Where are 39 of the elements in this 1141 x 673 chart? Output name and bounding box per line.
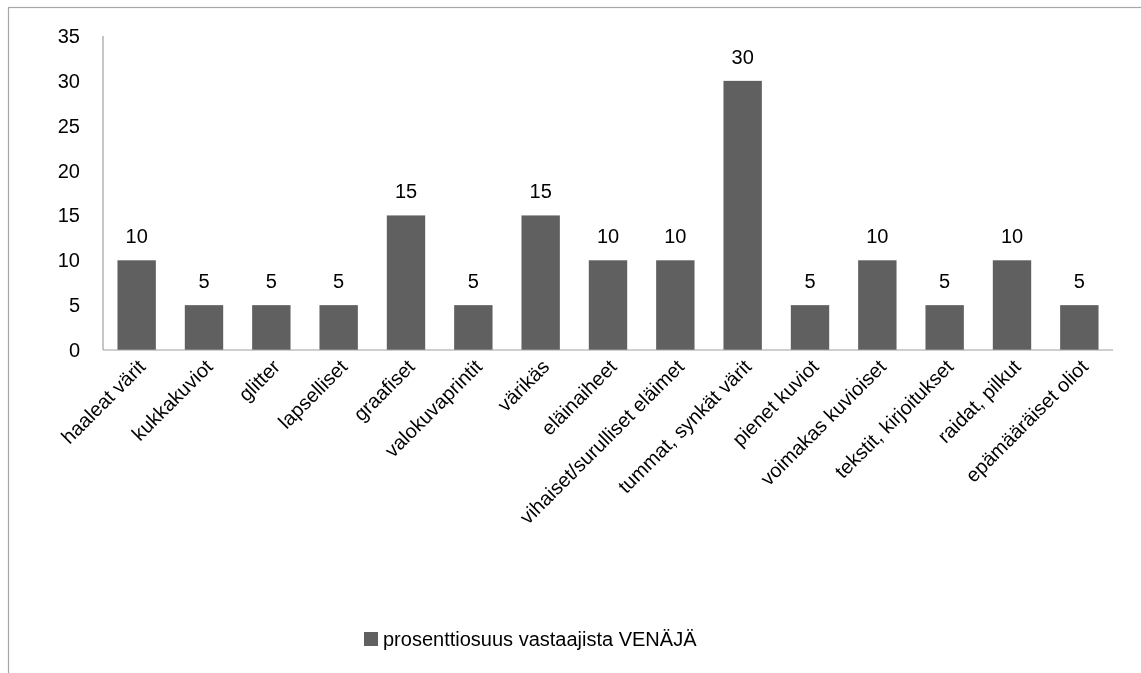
bar xyxy=(588,260,628,350)
data-label: 5 xyxy=(1073,270,1085,293)
data-label: 15 xyxy=(529,180,552,203)
bar xyxy=(925,305,964,350)
data-label: 10 xyxy=(664,225,687,248)
bar xyxy=(252,305,291,350)
bar xyxy=(454,305,493,350)
y-tick-label: 0 xyxy=(68,339,80,361)
data-label: 5 xyxy=(804,270,816,293)
bar xyxy=(521,215,560,350)
data-label: 5 xyxy=(333,270,345,293)
bar xyxy=(858,260,897,350)
bar xyxy=(386,215,426,350)
y-tick-label: 5 xyxy=(68,294,80,317)
bar xyxy=(790,305,830,350)
data-label: 5 xyxy=(467,270,479,293)
y-tick-label: 15 xyxy=(57,204,80,227)
bar xyxy=(1060,305,1099,350)
y-tick-label: 20 xyxy=(57,159,80,182)
data-label: 5 xyxy=(265,270,277,293)
bar xyxy=(723,80,762,350)
bar xyxy=(117,260,156,350)
bar xyxy=(656,260,695,350)
y-tick-label: 30 xyxy=(57,69,80,92)
y-tick-label: 35 xyxy=(57,25,80,47)
data-label: 15 xyxy=(394,180,418,203)
data-label: 10 xyxy=(1000,225,1024,248)
data-label: 5 xyxy=(939,270,951,293)
bar xyxy=(319,305,358,350)
data-label: 30 xyxy=(731,45,754,68)
data-label: 5 xyxy=(198,270,210,293)
bar xyxy=(992,260,1032,350)
data-label: 10 xyxy=(125,225,148,248)
legend-label: prosenttiosuus vastaajista VENÄJÄ xyxy=(383,628,698,650)
data-label: 10 xyxy=(866,225,889,248)
y-tick-label: 10 xyxy=(57,249,80,272)
bar xyxy=(184,305,224,350)
y-tick-label: 25 xyxy=(57,114,80,137)
data-label: 10 xyxy=(596,225,620,248)
